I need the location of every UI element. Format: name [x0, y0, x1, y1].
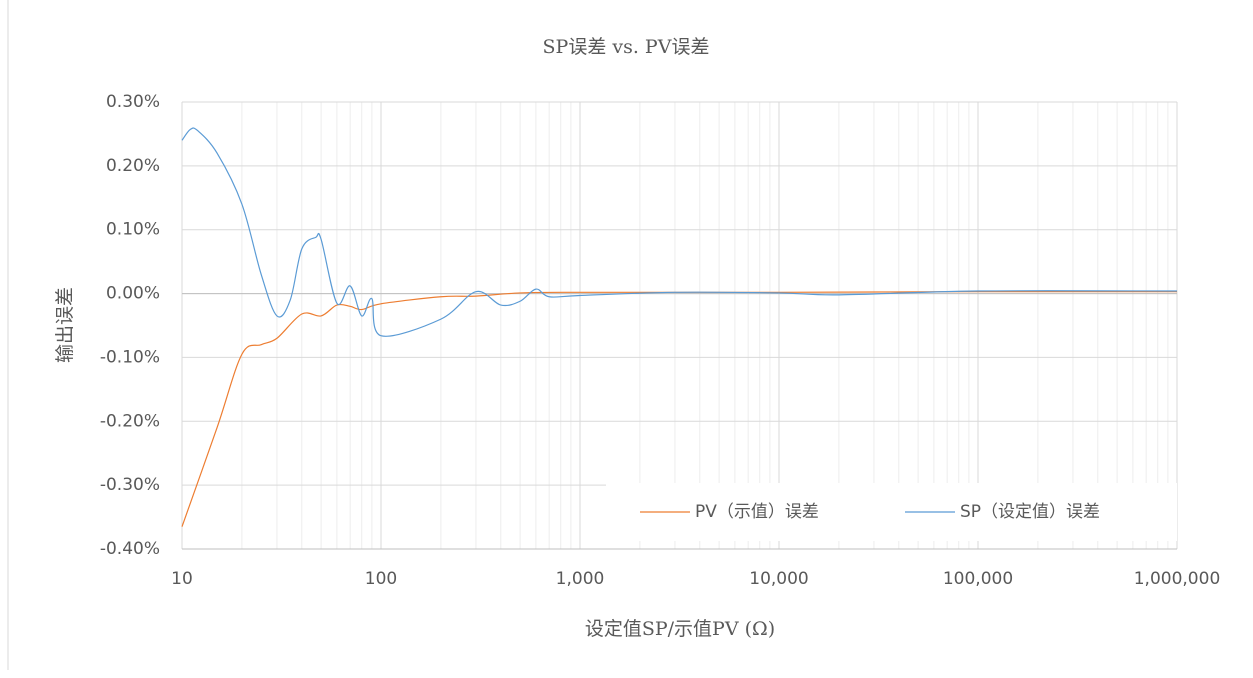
y-tick-label: 0.30%: [106, 92, 160, 112]
x-axis-label: 设定值SP/示值PV (Ω): [585, 618, 775, 640]
legend: PV（示值）误差 SP（设定值）误差: [606, 483, 1177, 541]
y-tick-label: -0.20%: [100, 411, 160, 431]
x-tick-label: 100,000: [943, 569, 1013, 589]
plot: [181, 127, 1178, 527]
x-tick-label: 100: [365, 569, 397, 589]
y-tick-label: 0.10%: [106, 220, 160, 240]
y-tick-label: -0.40%: [100, 539, 160, 559]
x-tick-label: 1,000,000: [1134, 569, 1221, 589]
y-tick-label: 0.00%: [106, 284, 160, 304]
legend-box: [606, 483, 1177, 541]
legend-label: SP（设定值）误差: [960, 502, 1100, 522]
x-tick-label: 1,000: [556, 569, 605, 589]
legend-label: PV（示值）误差: [695, 502, 819, 522]
x-tick-label: 10: [171, 569, 193, 589]
chart-title: SP误差 vs. PV误差: [543, 36, 710, 58]
y-tick-label: -0.10%: [100, 347, 160, 367]
y-axis-label: 输出误差: [54, 287, 76, 363]
y-tick-label: -0.30%: [100, 475, 160, 495]
x-tick-label: 10,000: [749, 569, 808, 589]
grid: [181, 101, 1178, 550]
series-line: [181, 127, 1178, 337]
y-tick-label: 0.20%: [106, 156, 160, 176]
